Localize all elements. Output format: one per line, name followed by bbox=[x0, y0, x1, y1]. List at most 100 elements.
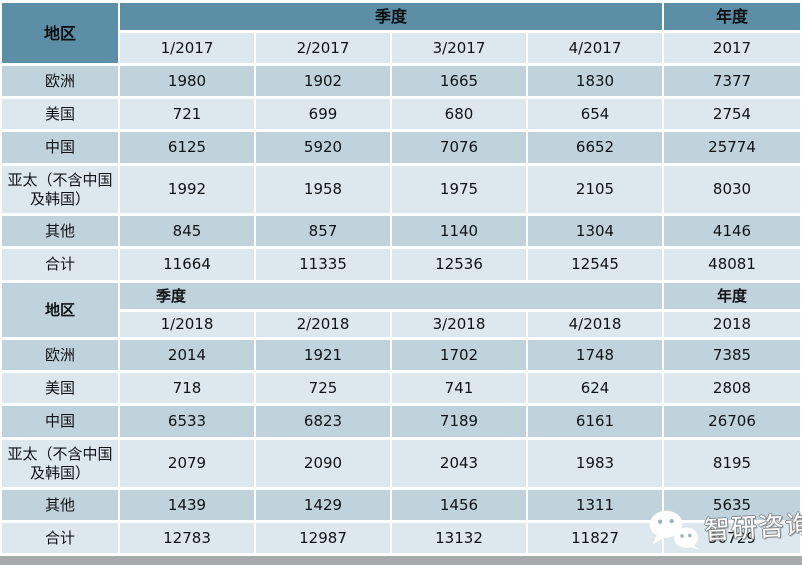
value-cell: 624 bbox=[528, 373, 663, 403]
value-cell: 2079 bbox=[120, 440, 254, 487]
value-cell: 1975 bbox=[392, 166, 526, 213]
value-cell: 48081 bbox=[664, 249, 801, 280]
value-cell: 5635 bbox=[664, 490, 801, 520]
value-cell: 1140 bbox=[392, 216, 526, 246]
table-row: 亚太（不含中国及韩国） 1992 1958 1975 2105 8030 bbox=[2, 166, 801, 213]
value-cell: 725 bbox=[256, 373, 390, 403]
value-cell: 699 bbox=[256, 99, 390, 129]
region-name-cell: 美国 bbox=[2, 373, 118, 403]
region-name-cell: 亚太（不含中国及韩国） bbox=[2, 440, 118, 487]
value-cell: 7377 bbox=[664, 66, 801, 96]
value-cell: 4146 bbox=[664, 216, 801, 246]
value-cell: 2014 bbox=[120, 340, 254, 370]
value-cell: 1980 bbox=[120, 66, 254, 96]
value-cell: 8030 bbox=[664, 166, 801, 213]
quarter-label-cell: 1/2018 bbox=[120, 312, 254, 337]
region-name-cell: 中国 bbox=[2, 132, 118, 163]
value-cell: 2754 bbox=[664, 99, 801, 129]
region-name-cell: 美国 bbox=[2, 99, 118, 129]
table-row: 美国 718 725 741 624 2808 bbox=[2, 373, 801, 403]
value-cell: 2043 bbox=[392, 440, 526, 487]
value-cell: 11335 bbox=[256, 249, 390, 280]
value-cell: 6823 bbox=[256, 406, 390, 437]
table-row: 亚太（不含中国及韩国） 2079 2090 2043 1983 8195 bbox=[2, 440, 801, 487]
value-cell: 1992 bbox=[120, 166, 254, 213]
value-cell: 1902 bbox=[256, 66, 390, 96]
quarter-label-cell: 1/2017 bbox=[120, 33, 254, 63]
table-row: 其他 1439 1429 1456 1311 5635 bbox=[2, 490, 801, 520]
section2-column-header-row: 1/2018 2/2018 3/2018 4/2018 2018 bbox=[2, 312, 801, 337]
table-row-total: 合计 12783 12987 13132 11827 50729 bbox=[2, 523, 801, 553]
value-cell: 5920 bbox=[256, 132, 390, 163]
value-cell: 2090 bbox=[256, 440, 390, 487]
quarter-group-header-cell: 季度 bbox=[120, 3, 663, 30]
value-cell: 721 bbox=[120, 99, 254, 129]
region-header-cell: 地区 bbox=[2, 283, 118, 337]
value-cell: 845 bbox=[120, 216, 254, 246]
table-row: 美国 721 699 680 654 2754 bbox=[2, 99, 801, 129]
region-name-cell: 中国 bbox=[2, 406, 118, 437]
table-row: 欧洲 1980 1902 1665 1830 7377 bbox=[2, 66, 801, 96]
value-cell: 2808 bbox=[664, 373, 801, 403]
quarter-label-cell: 2/2017 bbox=[256, 33, 390, 63]
value-cell: 1702 bbox=[392, 340, 526, 370]
value-cell: 25774 bbox=[664, 132, 801, 163]
year-group-header-cell: 年度 bbox=[664, 3, 801, 30]
region-name-cell: 亚太（不含中国及韩国） bbox=[2, 166, 118, 213]
value-cell: 1429 bbox=[256, 490, 390, 520]
section2-group-header-row: 地区 季度 年度 bbox=[2, 283, 801, 337]
value-cell: 1983 bbox=[528, 440, 663, 487]
quarter-label-cell: 3/2017 bbox=[392, 33, 526, 63]
value-cell: 654 bbox=[528, 99, 663, 129]
table-row: 其他 845 857 1140 1304 4146 bbox=[2, 216, 801, 246]
value-cell: 7385 bbox=[664, 340, 801, 370]
value-cell: 26706 bbox=[664, 406, 801, 437]
value-cell: 1439 bbox=[120, 490, 254, 520]
value-cell: 1665 bbox=[392, 66, 526, 96]
region-name-cell: 合计 bbox=[2, 523, 118, 553]
table-row-total: 合计 11664 11335 12536 12545 48081 bbox=[2, 249, 801, 280]
year-group-header-cell: 年度 bbox=[664, 283, 801, 309]
footer-strip bbox=[0, 556, 802, 565]
value-cell: 7076 bbox=[392, 132, 526, 163]
value-cell: 12536 bbox=[392, 249, 526, 280]
value-cell: 1921 bbox=[256, 340, 390, 370]
value-cell: 1304 bbox=[528, 216, 663, 246]
value-cell: 7189 bbox=[392, 406, 526, 437]
value-cell: 1311 bbox=[528, 490, 663, 520]
value-cell: 12545 bbox=[528, 249, 663, 280]
region-name-cell: 其他 bbox=[2, 490, 118, 520]
region-header-cell: 地区 bbox=[2, 3, 118, 63]
value-cell: 718 bbox=[120, 373, 254, 403]
value-cell: 13132 bbox=[392, 523, 526, 553]
value-cell: 8195 bbox=[664, 440, 801, 487]
region-name-cell: 合计 bbox=[2, 249, 118, 280]
region-name-cell: 欧洲 bbox=[2, 66, 118, 96]
year-label-cell: 2018 bbox=[664, 312, 801, 337]
value-cell: 1456 bbox=[392, 490, 526, 520]
quarter-label-cell: 4/2018 bbox=[528, 312, 663, 337]
value-cell: 1830 bbox=[528, 66, 663, 96]
table-row: 欧洲 2014 1921 1702 1748 7385 bbox=[2, 340, 801, 370]
value-cell: 12987 bbox=[256, 523, 390, 553]
table-row: 中国 6125 5920 7076 6652 25774 bbox=[2, 132, 801, 163]
section1-column-header-row: 1/2017 2/2017 3/2017 4/2017 2017 bbox=[2, 33, 801, 63]
value-cell: 6652 bbox=[528, 132, 663, 163]
value-cell: 6161 bbox=[528, 406, 663, 437]
value-cell: 857 bbox=[256, 216, 390, 246]
value-cell: 50729 bbox=[664, 523, 801, 553]
value-cell: 6125 bbox=[120, 132, 254, 163]
table-row: 中国 6533 6823 7189 6161 26706 bbox=[2, 406, 801, 437]
value-cell: 12783 bbox=[120, 523, 254, 553]
region-name-cell: 欧洲 bbox=[2, 340, 118, 370]
value-cell: 6533 bbox=[120, 406, 254, 437]
section1-group-header-row: 地区 季度 年度 bbox=[2, 3, 801, 63]
value-cell: 741 bbox=[392, 373, 526, 403]
value-cell: 11664 bbox=[120, 249, 254, 280]
quarter-label-cell: 3/2018 bbox=[392, 312, 526, 337]
value-cell: 680 bbox=[392, 99, 526, 129]
quarter-label-cell: 2/2018 bbox=[256, 312, 390, 337]
value-cell: 1748 bbox=[528, 340, 663, 370]
